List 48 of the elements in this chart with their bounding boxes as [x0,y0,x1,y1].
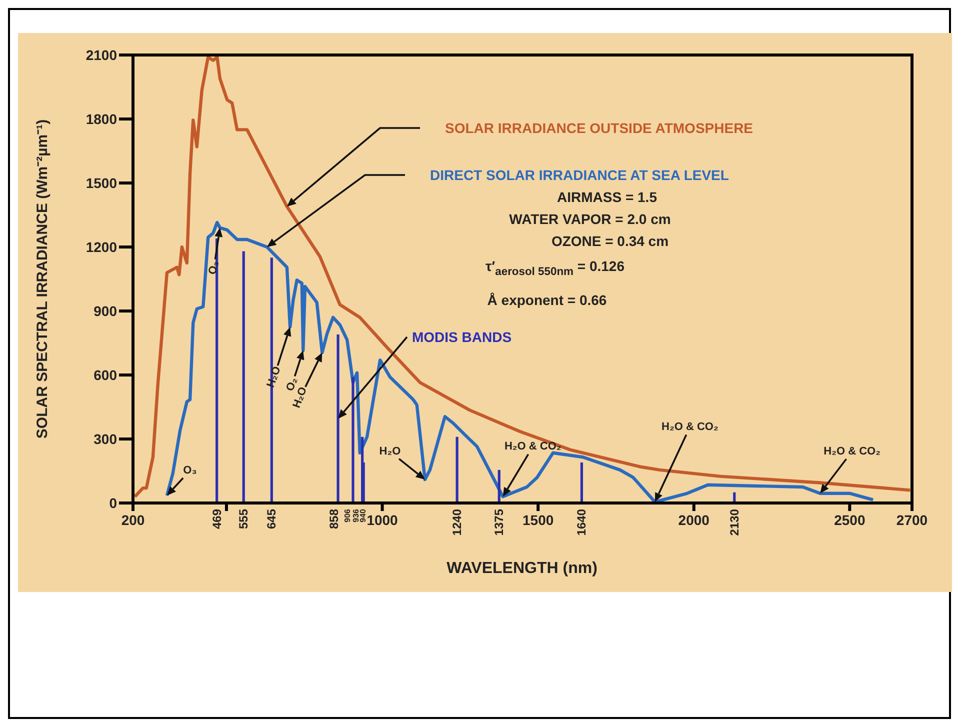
annotation: AIRMASS = 1.5 [557,189,658,205]
annotation: 906 [342,508,352,522]
y-tick-label: 1500 [86,174,118,191]
annotation: H₂O [264,364,284,390]
annotation: 1375 [492,508,506,536]
annotation: Å exponent = 0.66 [487,292,607,308]
y-tick-label: 1200 [86,238,118,255]
annotation: 645 [264,508,279,530]
x-tick-label: 200 [121,512,145,528]
annotation: WATER VAPOR = 2.0 cm [509,211,671,227]
annotation: O₃ [183,464,197,477]
text: DIRECT SOLAR IRRADIANCE AT SEA LEVEL [430,167,730,183]
bar [242,251,245,503]
annotation: H₂O & CO₂ [504,440,562,453]
x-tick-label: 2700 [896,512,928,528]
bar [352,377,354,503]
annotation: 1240 [450,508,464,536]
annotation: 936 [350,508,360,522]
annotation: 2130 [727,508,742,536]
x-tick-label: 1000 [366,512,398,528]
annotation: H₂O & CO₂ [824,445,881,458]
y-tick-label: 2100 [86,46,118,63]
x-tick-label: 2000 [678,512,710,528]
y-tick-label: 600 [94,366,118,383]
annotation: 555 [236,508,251,530]
annotation: O₃ [206,260,222,276]
bar [580,462,584,503]
y-tick-label: 900 [94,302,118,319]
annotation: 1640 [574,508,589,536]
line-series [133,56,912,498]
bar [498,470,500,503]
x-tick-label: 1500 [522,512,554,528]
y-tick-label: 1800 [86,110,118,127]
text: SOLAR IRRADIANCE OUTSIDE ATMOSPHERE [445,120,754,136]
x-axis-title: WAVELENGTH (nm) [446,560,598,577]
y-tick-label: 0 [109,494,118,511]
annotation: 469 [210,508,224,530]
annotation: 858 [327,508,342,530]
bar [456,436,458,503]
text: MODIS BANDS [412,329,512,345]
annotation: 940 [358,508,368,522]
annotation: H₂O [379,446,402,458]
y-tick-label: 300 [94,430,118,447]
annotation: OZONE = 0.34 cm [551,233,669,249]
annotation: τ′$_{aerosol 550nm}$ = 0.126 [486,258,625,278]
annotation: H₂O & CO₂ [662,420,718,433]
x-tick-label: 2500 [834,512,866,528]
y-axis-title: SOLAR SPECTRAL IRRADIANCE (Wm⁻²µm⁻¹) [34,119,50,439]
